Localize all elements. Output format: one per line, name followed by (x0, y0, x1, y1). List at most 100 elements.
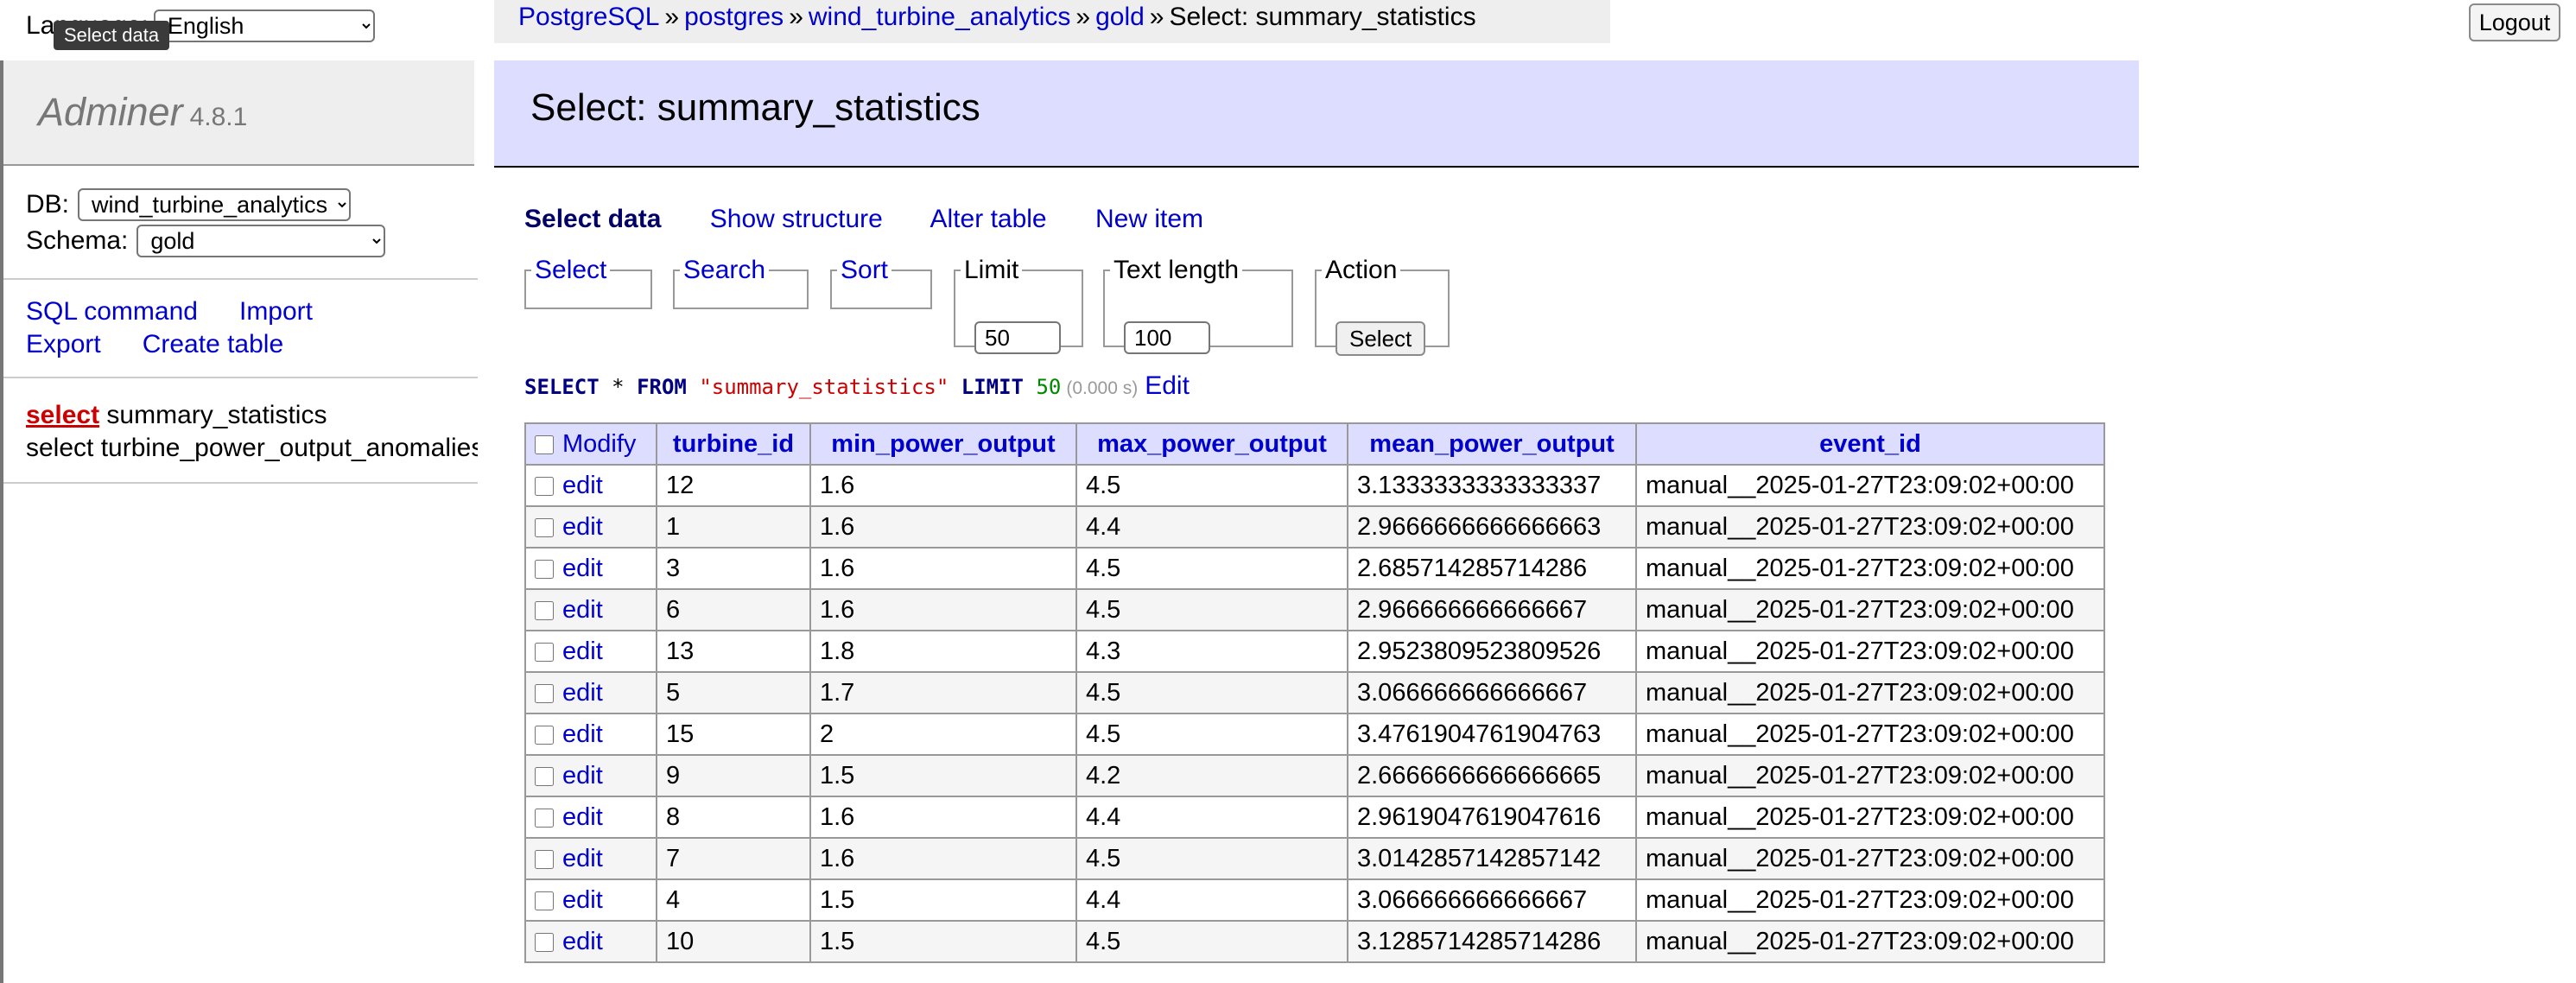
edit-row-link[interactable]: edit (562, 512, 603, 541)
table-row: edit 8 1.6 4.4 2.9619047619047616 manual__202… (524, 796, 2105, 839)
row-actions: edit (524, 920, 657, 963)
limit-input[interactable] (974, 321, 1061, 354)
column-header[interactable]: min_power_output (809, 422, 1077, 466)
select-link[interactable]: select (26, 401, 100, 429)
row-actions: edit (524, 754, 657, 797)
row-actions: edit (524, 547, 657, 590)
edit-row-link[interactable]: edit (562, 678, 603, 707)
language-bar: Language: English (26, 7, 375, 45)
db-selector: DB: wind_turbine_analytics Schema: gold (26, 187, 386, 259)
row-checkbox[interactable] (535, 517, 554, 537)
table-cell: 3.0142857142857142 (1347, 837, 1637, 880)
table-cell: 4.2 (1075, 754, 1348, 797)
logout-button[interactable]: Logout (2469, 3, 2560, 41)
edit-row-link[interactable]: edit (562, 802, 603, 831)
show-structure-link[interactable]: Show structure (709, 205, 883, 233)
row-checkbox[interactable] (535, 725, 554, 745)
table-cell: manual__2025-01-27T23:09:02+00:00 (1635, 588, 2105, 631)
breadcrumb-driver[interactable]: PostgreSQL (518, 3, 660, 31)
db-label: DB: (26, 190, 70, 219)
edit-row-link[interactable]: edit (562, 554, 603, 582)
schema-select[interactable]: gold (136, 225, 386, 257)
app-logo: Adminer 4.8.1 (3, 60, 474, 166)
divider (3, 278, 478, 280)
table-cell: 12 (656, 464, 811, 507)
table-cell: 4.4 (1075, 796, 1348, 839)
row-checkbox[interactable] (535, 849, 554, 869)
column-header[interactable]: event_id (1635, 422, 2105, 466)
select-all-checkbox[interactable] (535, 434, 554, 454)
text-length-input[interactable] (1124, 321, 1210, 354)
edit-row-link[interactable]: edit (562, 844, 603, 872)
table-cell: 3.1285714285714286 (1347, 920, 1637, 963)
edit-row-link[interactable]: edit (562, 637, 603, 665)
sort-toggle[interactable]: Sort (841, 256, 889, 284)
breadcrumb-server[interactable]: postgres (684, 3, 784, 31)
table-row: edit 6 1.6 4.5 2.966666666666667 manual__2025… (524, 588, 2105, 631)
db-select[interactable]: wind_turbine_analytics (78, 188, 352, 221)
new-item-link[interactable]: New item (1094, 205, 1203, 233)
edit-row-link[interactable]: edit (562, 595, 603, 624)
import-link[interactable]: Import (238, 297, 314, 326)
table-cell: 1.6 (809, 505, 1077, 549)
search-toggle[interactable]: Search (683, 256, 766, 284)
row-checkbox[interactable] (535, 559, 554, 579)
table-cell: manual__2025-01-27T23:09:02+00:00 (1635, 505, 2105, 549)
app-name-link[interactable]: Adminer (38, 90, 183, 134)
select-link[interactable]: select (26, 434, 94, 462)
table-cell: 4.5 (1075, 920, 1348, 963)
divider (3, 377, 478, 378)
row-checkbox[interactable] (535, 932, 554, 952)
table-cell: 7 (656, 837, 811, 880)
sub-navigation: Select data Show structure Alter table N… (524, 200, 1245, 238)
row-checkbox[interactable] (535, 808, 554, 828)
row-checkbox[interactable] (535, 683, 554, 703)
row-checkbox[interactable] (535, 642, 554, 662)
export-link[interactable]: Export (26, 330, 101, 358)
column-header[interactable]: turbine_id (656, 422, 811, 466)
table-cell: 4.3 (1075, 630, 1348, 673)
select-submit-button[interactable]: Select (1336, 321, 1426, 356)
row-checkbox[interactable] (535, 891, 554, 910)
edit-row-link[interactable]: edit (562, 720, 603, 748)
alter-table-link[interactable]: Alter table (930, 205, 1047, 233)
sql-command-link[interactable]: SQL command (26, 297, 198, 326)
row-actions: edit (524, 505, 657, 549)
table-cell: manual__2025-01-27T23:09:02+00:00 (1635, 464, 2105, 507)
table-cell: 4.5 (1075, 588, 1348, 631)
sidebar: Adminer 4.8.1 DB: wind_turbine_analytics … (0, 60, 478, 983)
select-toggle[interactable]: Select (535, 256, 607, 284)
table-cell: 8 (656, 796, 811, 839)
breadcrumb-database[interactable]: wind_turbine_analytics (808, 3, 1071, 31)
row-checkbox[interactable] (535, 476, 554, 496)
table-cell: manual__2025-01-27T23:09:02+00:00 (1635, 796, 2105, 839)
column-header[interactable]: max_power_output (1075, 422, 1348, 466)
table-cell: 6 (656, 588, 811, 631)
row-actions: edit (524, 671, 657, 714)
divider (3, 482, 478, 484)
language-select[interactable]: English (153, 10, 375, 42)
row-checkbox[interactable] (535, 600, 554, 620)
table-cell: 3.1333333333333337 (1347, 464, 1637, 507)
query-time: (0.000 s) (1066, 378, 1139, 398)
breadcrumb-schema[interactable]: gold (1095, 3, 1145, 31)
edit-query-link[interactable]: Edit (1145, 371, 1190, 400)
edit-row-link[interactable]: edit (562, 471, 603, 499)
modify-link[interactable]: Modify (562, 429, 637, 458)
breadcrumb-current: Select: summary_statistics (1169, 3, 1476, 31)
edit-row-link[interactable]: edit (562, 885, 603, 914)
column-header[interactable]: mean_power_output (1347, 422, 1637, 466)
table-cell: 1.6 (809, 796, 1077, 839)
table-cell: 3.4761904761904763 (1347, 713, 1637, 756)
edit-row-link[interactable]: edit (562, 761, 603, 790)
text-length-fieldset: Text length (1103, 256, 1293, 354)
table-link[interactable]: turbine_power_output_anomalies (100, 434, 478, 462)
table-link[interactable]: summary_statistics (106, 401, 327, 429)
create-table-link[interactable]: Create table (142, 330, 284, 358)
row-checkbox[interactable] (535, 766, 554, 786)
table-cell: 2.9619047619047616 (1347, 796, 1637, 839)
table-cell: 1.7 (809, 671, 1077, 714)
table-cell: 2.966666666666667 (1347, 588, 1637, 631)
table-cell: 1 (656, 505, 811, 549)
edit-row-link[interactable]: edit (562, 927, 603, 955)
